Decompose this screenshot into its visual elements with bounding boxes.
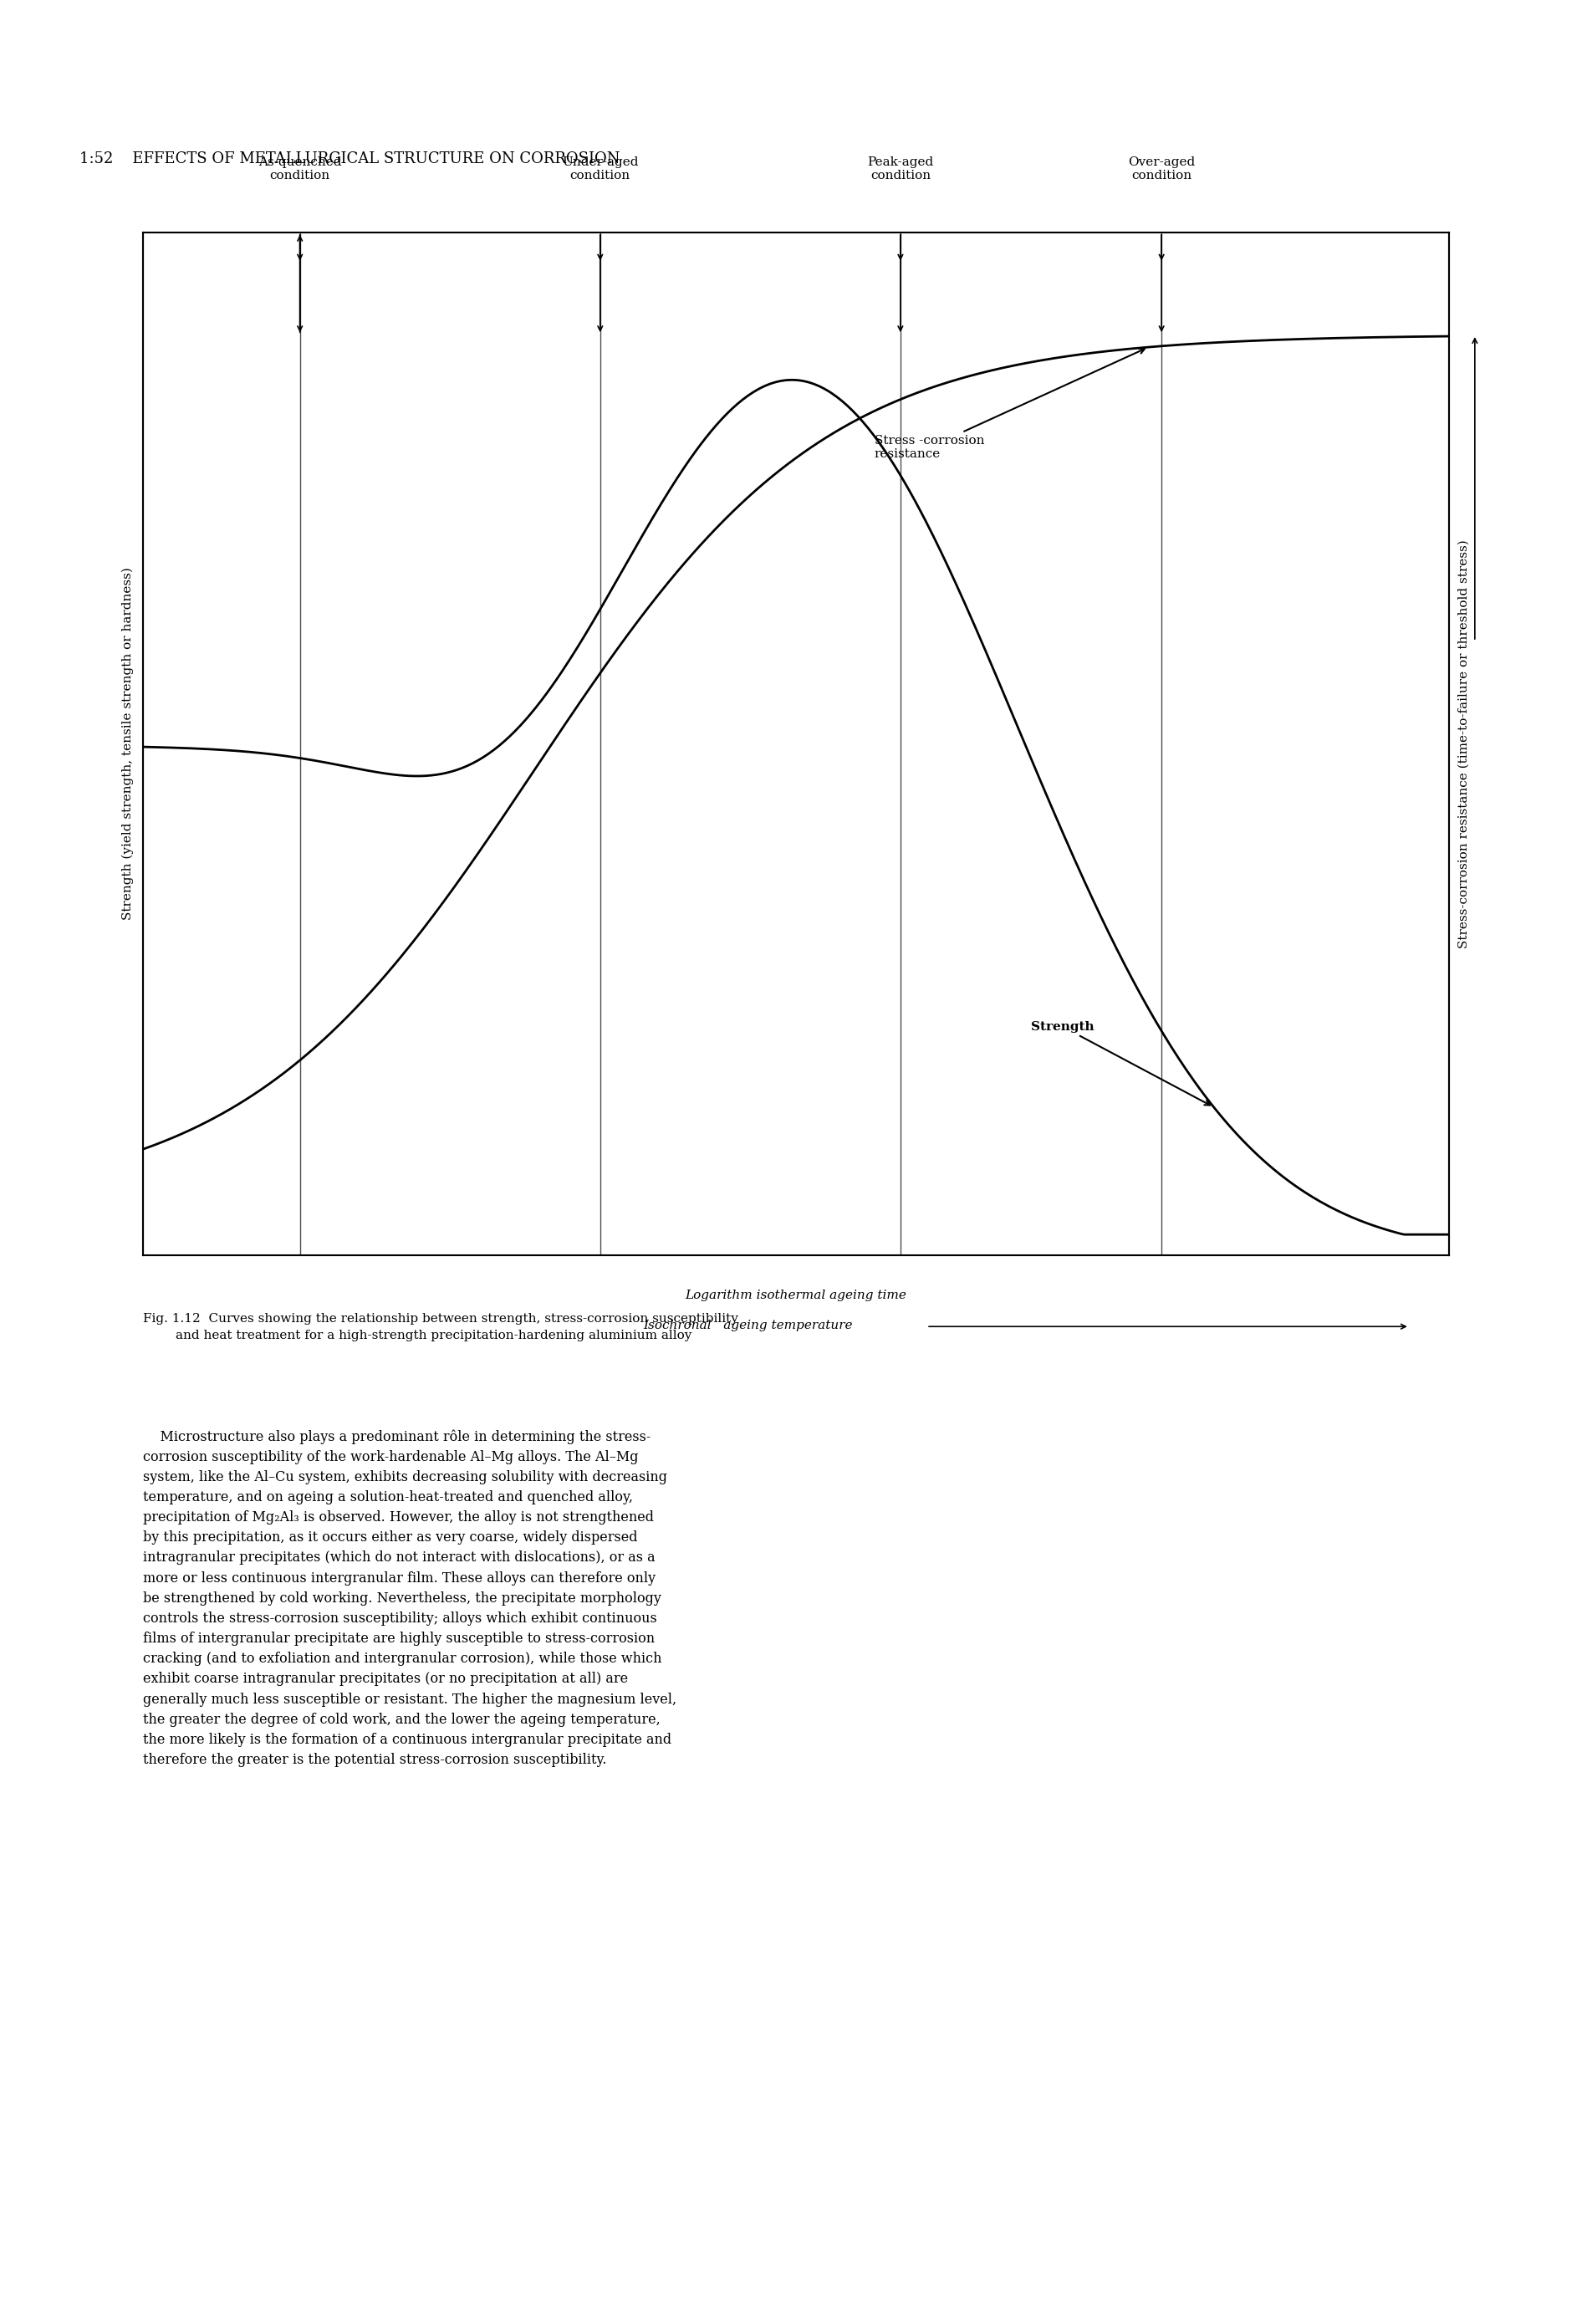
Y-axis label: Strength (yield strength, tensile strength or hardness): Strength (yield strength, tensile streng… [123,567,134,920]
Text: As-quenched
condition: As-quenched condition [258,156,342,181]
Y-axis label: Stress-corrosion resistance (time-to-failure or threshold stress): Stress-corrosion resistance (time-to-fai… [1458,539,1469,948]
Text: Microstructure also plays a predominant rôle in determining the stress-
corrosio: Microstructure also plays a predominant … [143,1429,677,1766]
Text: Logarithm isothermal ageing time: Logarithm isothermal ageing time [685,1290,907,1301]
Text: Strength: Strength [1032,1020,1210,1106]
Text: Stress -corrosion
resistance: Stress -corrosion resistance [874,349,1145,460]
Text: Peak-aged
condition: Peak-aged condition [868,156,933,181]
Text: 1:52    EFFECTS OF METALLURGICAL STRUCTURE ON CORROSION: 1:52 EFFECTS OF METALLURGICAL STRUCTURE … [80,151,621,165]
Text: Under-aged
condition: Under-aged condition [562,156,638,181]
Text: Over-aged
condition: Over-aged condition [1129,156,1196,181]
Text: Isochronal   ageing temperature: Isochronal ageing temperature [643,1320,853,1332]
Text: Fig. 1.12  Curves showing the relationship between strength, stress-corrosion su: Fig. 1.12 Curves showing the relationshi… [143,1313,739,1341]
